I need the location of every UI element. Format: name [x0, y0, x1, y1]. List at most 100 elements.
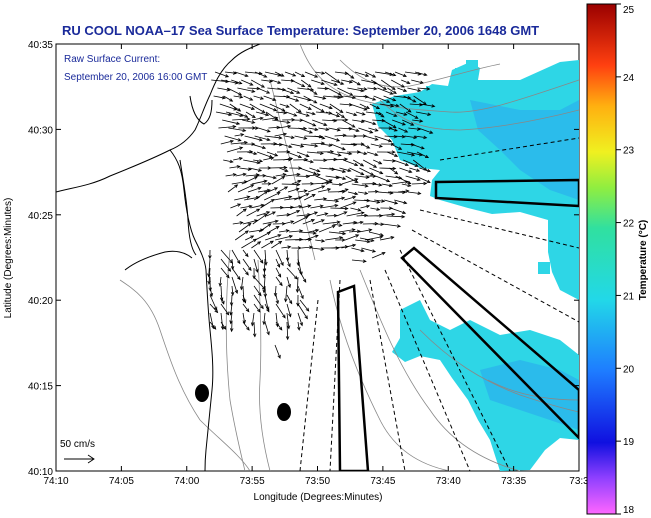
y-axis-label: Latitude (Degrees:Minutes) [3, 198, 14, 319]
survey-boxes [336, 178, 579, 471]
current-arrow [245, 111, 256, 119]
current-arrow [302, 119, 317, 127]
current-arrow [213, 95, 226, 100]
current-arrow [319, 103, 333, 110]
current-arrow [370, 207, 381, 211]
current-arrow [254, 71, 268, 78]
current-arrow [303, 95, 318, 104]
current-arrow [292, 216, 309, 225]
current-arrow [282, 220, 295, 225]
current-arrow [214, 71, 230, 78]
colorbar-tick-label: 25 [623, 5, 635, 16]
current-arrow [291, 79, 306, 87]
current-arrow [215, 111, 233, 117]
current-arrow [369, 167, 384, 175]
current-arrow [358, 228, 373, 233]
current-arrow [275, 111, 288, 115]
current-arrow [338, 228, 356, 233]
current-arrow [386, 214, 406, 219]
current-arrow [381, 183, 393, 188]
current-arrow [222, 119, 241, 126]
radial-line [369, 279, 406, 471]
current-arrow [230, 140, 248, 145]
current-arrow [376, 212, 396, 217]
current-arrow [263, 95, 277, 101]
buoy-marker [277, 403, 291, 421]
current-arrow [399, 167, 413, 173]
current-arrow [346, 211, 365, 217]
current-arrow [271, 79, 282, 84]
x-tick-label: 73:3 [569, 476, 589, 487]
current-arrow [382, 119, 397, 129]
current-arrow [265, 234, 282, 241]
colorbar-label: Temperature (°C) [638, 220, 649, 301]
coastline-path [189, 95, 213, 125]
current-arrow [377, 87, 394, 95]
current-arrow [389, 167, 399, 175]
current-arrow [367, 189, 379, 194]
current-arrow [300, 79, 312, 88]
current-arrow [333, 157, 349, 161]
colorbar-ticks: 18 19 20 21 22 23 24 25 [616, 3, 635, 516]
current-arrow [231, 276, 239, 294]
current-arrow [409, 167, 421, 172]
colorbar-tick-label: 24 [623, 73, 635, 84]
current-arrow [325, 111, 341, 118]
current-arrow [233, 95, 244, 99]
current-arrow [286, 312, 291, 330]
current-arrow [264, 303, 270, 313]
current-arrow [382, 223, 402, 228]
current-arrow [251, 79, 266, 88]
current-arrow [306, 211, 319, 217]
current-arrow [334, 196, 346, 201]
colorbar [586, 3, 617, 515]
current-arrow [301, 245, 314, 249]
y-tick-label: 40:15 [28, 382, 53, 393]
current-arrow [266, 211, 276, 217]
current-arrow [297, 312, 303, 327]
radial-line [419, 209, 579, 249]
current-arrow [220, 312, 225, 331]
current-arrow [380, 79, 396, 91]
current-arrow [316, 212, 329, 217]
current-arrow [328, 127, 341, 132]
current-arrow [284, 135, 295, 140]
current-arrow [351, 259, 367, 263]
current-arrow [315, 239, 326, 243]
current-arrow [287, 187, 300, 193]
current-arrow [241, 79, 254, 86]
current-arrow [324, 199, 340, 203]
current-arrow [231, 267, 241, 281]
x-tick-label: 74:10 [43, 476, 68, 487]
current-arrow [226, 146, 244, 153]
current-arrow [360, 204, 371, 209]
current-arrow [271, 240, 283, 249]
contour-line [299, 44, 579, 113]
current-arrow [219, 103, 238, 111]
current-arrow [361, 247, 377, 253]
current-arrow [275, 267, 282, 278]
current-arrow [257, 87, 271, 94]
current-arrow [362, 119, 377, 126]
current-arrow [223, 159, 234, 164]
current-arrow [264, 321, 270, 336]
current-arrow [242, 294, 247, 304]
current-arrow [357, 191, 369, 195]
current-arrow [364, 199, 381, 204]
current-arrow [395, 175, 412, 185]
current-arrow [262, 267, 267, 279]
current-arrow [239, 276, 244, 291]
current-arrow [244, 135, 263, 142]
current-arrow [307, 185, 326, 193]
current-arrow [384, 71, 397, 77]
current-arrow [284, 285, 288, 303]
current-arrow [279, 167, 289, 172]
current-arrow [275, 294, 280, 305]
current-arrow [261, 240, 274, 249]
current-arrow [290, 204, 303, 209]
current-arrow [259, 103, 278, 112]
current-arrow [405, 111, 419, 119]
current-arrow [397, 87, 408, 92]
current-arrow [239, 103, 256, 110]
current-arrow [359, 103, 371, 109]
